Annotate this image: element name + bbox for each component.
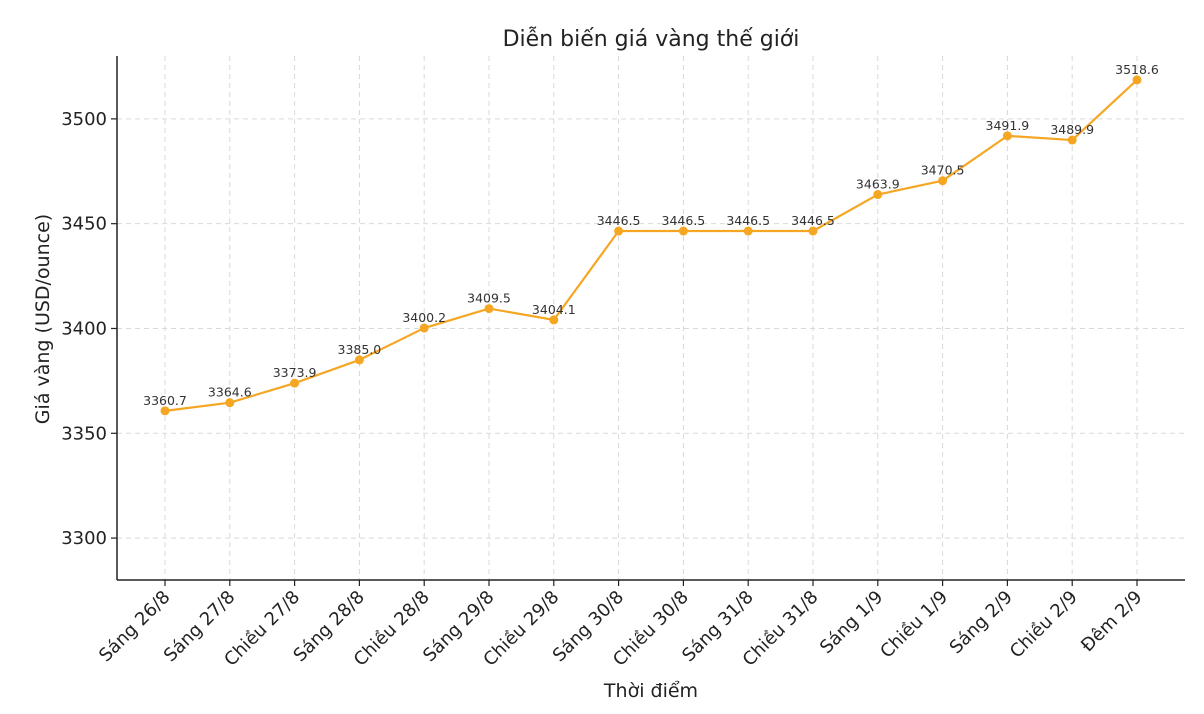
data-label: 3385.0 (338, 342, 382, 357)
data-label: 3446.5 (662, 213, 706, 228)
data-point (419, 323, 429, 333)
data-point (354, 355, 364, 365)
y-tick-label: 3450 (61, 214, 107, 235)
data-point (614, 226, 624, 236)
y-axis-title: Giá vàng (USD/ounce) (32, 214, 54, 424)
series-line-group (160, 75, 1142, 416)
data-label: 3446.5 (791, 213, 835, 228)
data-point (484, 304, 494, 314)
data-point (160, 406, 170, 416)
data-label: 3404.1 (532, 302, 576, 317)
data-point (549, 315, 559, 325)
data-label: 3373.9 (273, 365, 317, 380)
x-tick-label: Đêm 2/9 (1077, 587, 1146, 656)
data-point (1067, 135, 1077, 145)
data-point (678, 226, 688, 236)
series-line (164, 79, 1138, 412)
axes (116, 56, 1185, 581)
data-point (873, 190, 883, 200)
data-point (743, 226, 753, 236)
data-point (225, 398, 235, 408)
data-label: 3463.9 (856, 177, 900, 192)
x-tick-label: Chiều 1/9 (876, 587, 952, 663)
data-label: 3446.5 (597, 213, 641, 228)
y-tick-label: 3400 (61, 318, 107, 339)
data-point (1002, 131, 1012, 141)
y-axis-ticks: 3300 3350 3400 3450 3500 (61, 109, 117, 549)
data-label: 3446.5 (726, 213, 770, 228)
x-axis-title: Thời điểm (603, 680, 698, 702)
data-labels: 3360.7 3364.6 3373.9 3385.0 3400.2 3409.5 3404… (143, 62, 1159, 408)
y-tick-label: 3500 (61, 109, 107, 130)
data-label: 3470.5 (921, 163, 965, 178)
y-tick-label: 3300 (61, 528, 107, 549)
data-point (808, 226, 818, 236)
data-label: 3491.9 (986, 118, 1030, 133)
data-point (1132, 75, 1142, 85)
data-point (938, 176, 948, 186)
data-point (290, 378, 300, 388)
data-label: 3400.2 (402, 310, 446, 325)
data-label: 3360.7 (143, 393, 187, 408)
y-tick-label: 3350 (61, 423, 107, 444)
x-tick-label: Chiều 2/9 (1006, 587, 1082, 663)
data-label: 3364.6 (208, 385, 252, 400)
data-label: 3489.9 (1050, 122, 1094, 137)
data-label: 3409.5 (467, 291, 511, 306)
data-label: 3518.6 (1115, 62, 1159, 77)
grid (117, 56, 1185, 580)
chart-title: Diễn biến giá vàng thế giới (503, 26, 800, 52)
